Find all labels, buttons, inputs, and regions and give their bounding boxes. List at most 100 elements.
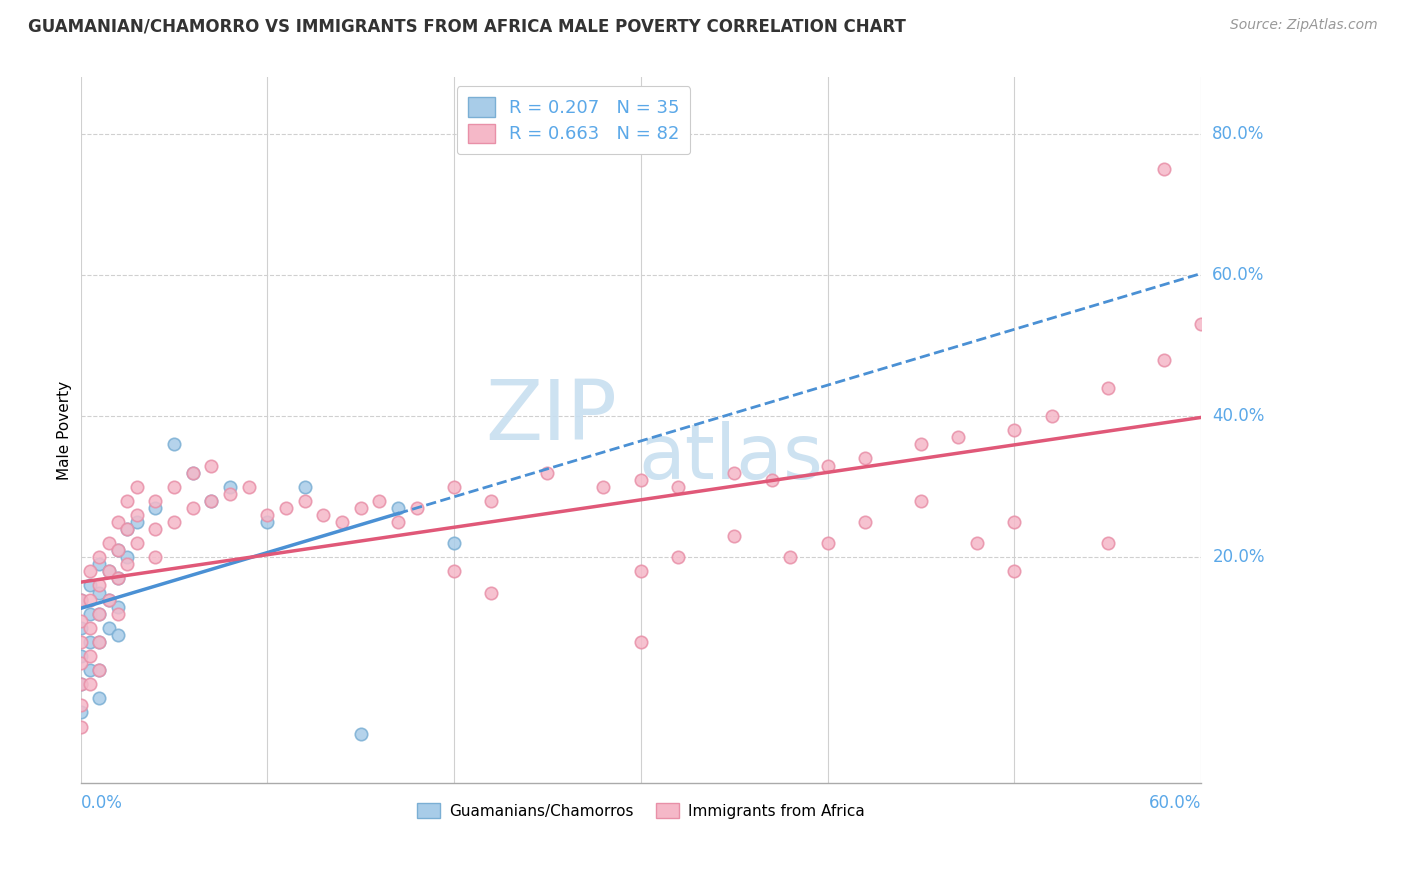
Point bbox=[966, 536, 988, 550]
Point bbox=[69, 720, 91, 734]
Point bbox=[69, 648, 91, 663]
Point bbox=[89, 578, 111, 592]
Point bbox=[143, 493, 166, 508]
Point bbox=[97, 592, 120, 607]
Point bbox=[125, 508, 148, 522]
Point bbox=[125, 515, 148, 529]
Point bbox=[89, 607, 111, 621]
Point bbox=[115, 493, 138, 508]
Point bbox=[163, 437, 186, 451]
Text: Source: ZipAtlas.com: Source: ZipAtlas.com bbox=[1230, 18, 1378, 32]
Point bbox=[163, 480, 186, 494]
Point bbox=[294, 493, 316, 508]
Point bbox=[1040, 409, 1063, 424]
Point bbox=[115, 550, 138, 565]
Point bbox=[69, 656, 91, 670]
Point bbox=[181, 466, 204, 480]
Point bbox=[817, 458, 839, 473]
Point bbox=[723, 466, 745, 480]
Legend: Guamanians/Chamorros, Immigrants from Africa: Guamanians/Chamorros, Immigrants from Af… bbox=[411, 797, 872, 825]
Point bbox=[1189, 318, 1212, 332]
Point bbox=[274, 500, 297, 515]
Point bbox=[312, 508, 335, 522]
Point bbox=[200, 458, 222, 473]
Point bbox=[238, 480, 260, 494]
Point bbox=[479, 493, 502, 508]
Point bbox=[200, 493, 222, 508]
Point bbox=[1002, 565, 1025, 579]
Point bbox=[294, 480, 316, 494]
Point bbox=[1097, 536, 1119, 550]
Point bbox=[817, 536, 839, 550]
Point bbox=[387, 515, 409, 529]
Point bbox=[107, 543, 129, 558]
Point bbox=[89, 663, 111, 677]
Text: 40.0%: 40.0% bbox=[1212, 407, 1264, 425]
Point bbox=[910, 493, 932, 508]
Point bbox=[69, 635, 91, 649]
Point bbox=[97, 565, 120, 579]
Point bbox=[89, 635, 111, 649]
Point bbox=[143, 522, 166, 536]
Point bbox=[143, 500, 166, 515]
Point bbox=[107, 599, 129, 614]
Point bbox=[69, 677, 91, 691]
Point bbox=[79, 607, 101, 621]
Point bbox=[630, 635, 652, 649]
Point bbox=[1153, 162, 1175, 177]
Text: 20.0%: 20.0% bbox=[1212, 549, 1265, 566]
Text: 0.0%: 0.0% bbox=[80, 794, 122, 812]
Point bbox=[115, 558, 138, 572]
Point bbox=[181, 466, 204, 480]
Point bbox=[666, 480, 689, 494]
Point bbox=[69, 592, 91, 607]
Point bbox=[125, 536, 148, 550]
Point bbox=[443, 480, 465, 494]
Point bbox=[1002, 515, 1025, 529]
Point bbox=[69, 592, 91, 607]
Point bbox=[79, 663, 101, 677]
Point bbox=[910, 437, 932, 451]
Point bbox=[853, 451, 876, 466]
Point bbox=[330, 515, 353, 529]
Point bbox=[79, 635, 101, 649]
Point bbox=[200, 493, 222, 508]
Point bbox=[163, 515, 186, 529]
Point bbox=[125, 480, 148, 494]
Point bbox=[387, 500, 409, 515]
Point bbox=[181, 500, 204, 515]
Point bbox=[89, 663, 111, 677]
Point bbox=[443, 565, 465, 579]
Point bbox=[89, 585, 111, 599]
Point bbox=[368, 493, 391, 508]
Y-axis label: Male Poverty: Male Poverty bbox=[58, 381, 72, 480]
Point bbox=[779, 550, 801, 565]
Point bbox=[1002, 423, 1025, 437]
Point bbox=[89, 691, 111, 706]
Point bbox=[115, 522, 138, 536]
Text: ZIP: ZIP bbox=[485, 376, 617, 457]
Point bbox=[107, 571, 129, 585]
Point bbox=[89, 607, 111, 621]
Point bbox=[350, 726, 373, 740]
Point bbox=[107, 628, 129, 642]
Text: atlas: atlas bbox=[638, 421, 823, 495]
Point bbox=[79, 592, 101, 607]
Point bbox=[630, 565, 652, 579]
Point bbox=[79, 677, 101, 691]
Point bbox=[1097, 381, 1119, 395]
Point bbox=[107, 571, 129, 585]
Point bbox=[69, 677, 91, 691]
Point bbox=[592, 480, 614, 494]
Point bbox=[115, 522, 138, 536]
Point bbox=[761, 473, 783, 487]
Point bbox=[405, 500, 427, 515]
Text: GUAMANIAN/CHAMORRO VS IMMIGRANTS FROM AFRICA MALE POVERTY CORRELATION CHART: GUAMANIAN/CHAMORRO VS IMMIGRANTS FROM AF… bbox=[28, 18, 905, 36]
Point bbox=[256, 515, 278, 529]
Point bbox=[89, 550, 111, 565]
Point bbox=[69, 614, 91, 628]
Point bbox=[89, 635, 111, 649]
Point bbox=[479, 585, 502, 599]
Point bbox=[97, 536, 120, 550]
Point bbox=[666, 550, 689, 565]
